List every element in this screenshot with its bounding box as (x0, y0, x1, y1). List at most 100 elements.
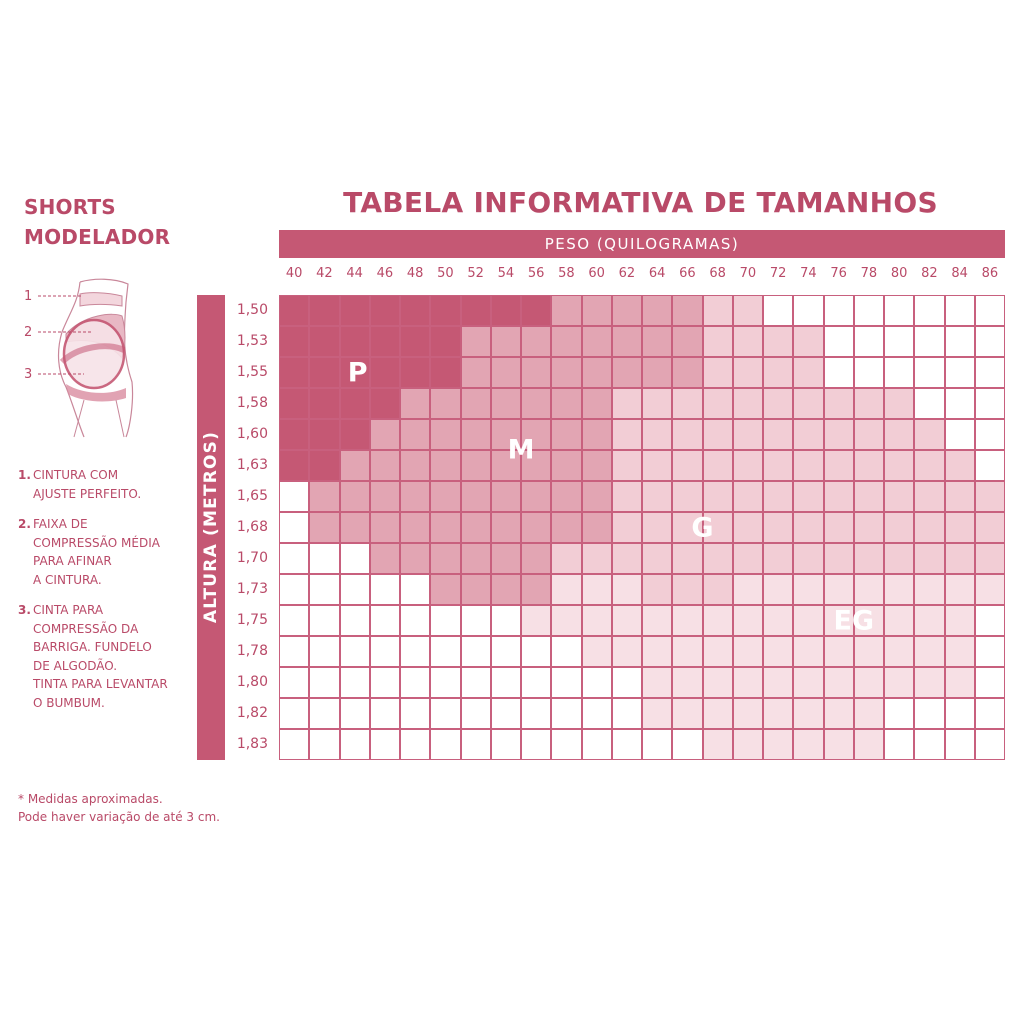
size-cell-m (339, 512, 370, 543)
size-cell-none (339, 636, 370, 667)
feature-number: 1. (18, 468, 31, 482)
size-cell-none (914, 698, 945, 729)
y-tick-label: 1,50 (236, 302, 268, 318)
size-cell-eg (853, 729, 884, 760)
x-tick-label: 50 (437, 266, 454, 281)
size-cell-none (793, 295, 824, 326)
size-cell-p (339, 326, 370, 357)
size-cell-none (974, 388, 1005, 419)
size-cell-p (339, 419, 370, 450)
size-cell-none (611, 729, 642, 760)
size-cell-g (642, 419, 673, 450)
size-cell-m (672, 295, 703, 326)
size-cell-m (581, 326, 612, 357)
size-cell-eg (914, 636, 945, 667)
size-cell-m (490, 388, 521, 419)
size-cell-g (642, 388, 673, 419)
size-cell-none (611, 698, 642, 729)
size-cell-eg (944, 605, 975, 636)
size-cell-eg (793, 729, 824, 760)
size-cell-m (581, 419, 612, 450)
size-cell-none (914, 295, 945, 326)
size-cell-none (430, 636, 461, 667)
y-tick-label: 1,53 (236, 333, 268, 349)
x-axis-label: PESO (QUILOGRAMAS) (279, 230, 1005, 258)
size-cell-p (309, 357, 340, 388)
y-tick-label: 1,68 (236, 519, 268, 535)
x-tick-label: 68 (709, 266, 726, 281)
size-cell-none (551, 729, 582, 760)
x-tick-label: 78 (860, 266, 878, 281)
size-cell-g (642, 574, 673, 605)
size-cell-none (430, 605, 461, 636)
size-cell-none (853, 357, 884, 388)
size-cell-m (490, 512, 521, 543)
size-cell-eg (853, 667, 884, 698)
x-tick-label: 70 (739, 266, 757, 281)
size-cell-g (732, 450, 763, 481)
size-cell-none (944, 388, 975, 419)
x-tick-label: 64 (648, 266, 666, 281)
size-cell-m (430, 481, 461, 512)
size-cell-m (611, 326, 642, 357)
size-cell-m (581, 450, 612, 481)
size-cell-m (551, 388, 582, 419)
size-cell-eg (763, 667, 794, 698)
size-cell-g (944, 450, 975, 481)
size-cell-g (672, 419, 703, 450)
size-cell-none (974, 698, 1005, 729)
size-cell-m (430, 450, 461, 481)
y-tick-label: 1,60 (236, 426, 268, 442)
size-cell-eg (702, 698, 733, 729)
size-cell-none (914, 357, 945, 388)
size-cell-eg (974, 574, 1005, 605)
size-label-m: M (507, 434, 535, 466)
size-cell-g (944, 543, 975, 574)
feature-item: 3. CINTA PARA COMPRESSÃO DA BARRIGA. FUN… (18, 601, 198, 712)
size-cell-eg (823, 729, 854, 760)
size-cell-m (521, 419, 552, 450)
size-cell-eg (884, 574, 915, 605)
size-cell-none (974, 605, 1005, 636)
size-cell-m (551, 419, 582, 450)
size-cell-none (884, 326, 915, 357)
size-cell-none (279, 667, 310, 698)
y-tick-label: 1,82 (236, 705, 268, 721)
size-cell-none (944, 419, 975, 450)
size-cell-g (853, 450, 884, 481)
size-cell-m (460, 481, 491, 512)
x-tick-label: 62 (618, 266, 636, 281)
size-cell-g (823, 450, 854, 481)
size-cell-m (490, 450, 521, 481)
size-cell-eg (823, 636, 854, 667)
size-cell-m (400, 543, 431, 574)
size-cell-m (521, 326, 552, 357)
x-tick-label: 42 (316, 266, 333, 281)
size-cell-none (309, 667, 340, 698)
size-cell-p (279, 450, 310, 481)
size-cell-g (823, 388, 854, 419)
size-cell-g (793, 419, 824, 450)
size-cell-m (551, 512, 582, 543)
size-cell-g (732, 543, 763, 574)
size-cell-g (702, 419, 733, 450)
x-tick-label: 72 (769, 266, 787, 281)
size-cell-m (521, 388, 552, 419)
size-cell-none (490, 636, 521, 667)
size-cell-none (823, 295, 854, 326)
size-cell-p (279, 388, 310, 419)
feature-list: 1. CINTURA COM AJUSTE PERFEITO. 2. FAIXA… (18, 466, 198, 724)
size-cell-m (339, 450, 370, 481)
size-cell-m (672, 357, 703, 388)
size-cell-none (884, 295, 915, 326)
size-cell-m (460, 512, 491, 543)
y-tick-label: 1,65 (236, 488, 268, 504)
size-cell-m (551, 295, 582, 326)
size-cell-p (430, 326, 461, 357)
size-cell-m (551, 326, 582, 357)
size-cell-eg (793, 574, 824, 605)
size-cell-none (400, 636, 431, 667)
size-cell-eg (551, 574, 582, 605)
size-cell-none (279, 481, 310, 512)
size-cell-none (853, 326, 884, 357)
